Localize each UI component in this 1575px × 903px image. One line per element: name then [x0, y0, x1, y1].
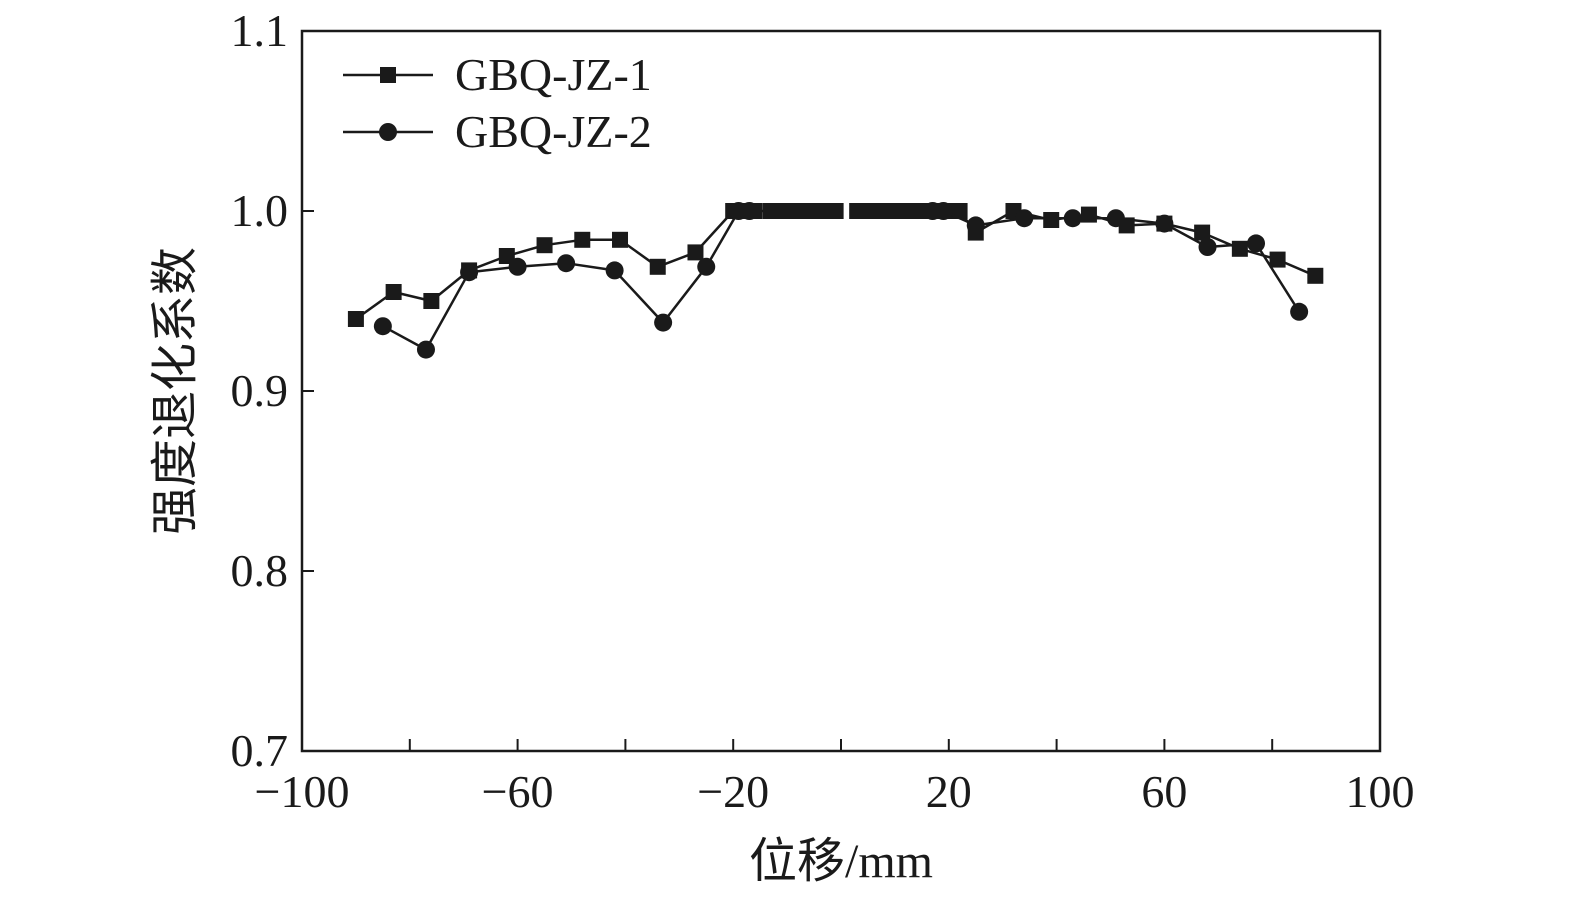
data-point [508, 257, 527, 276]
data-point [460, 263, 479, 282]
data-point [347, 311, 364, 327]
legend: GBQ-JZ-1 GBQ-JZ-2 [343, 49, 652, 157]
data-point [649, 258, 666, 275]
data-point [416, 340, 435, 359]
y-tick-label: 1.0 [231, 185, 289, 236]
data-point [1269, 251, 1286, 268]
x-tick-label: 60 [1141, 766, 1187, 817]
data-point [1080, 206, 1097, 223]
data-point [1155, 214, 1174, 233]
series-1 [347, 203, 1324, 327]
data-point [1290, 302, 1309, 321]
data-point [827, 203, 844, 219]
x-tick-label: 100 [1346, 766, 1415, 817]
data-point [934, 202, 953, 220]
data-point [1063, 209, 1082, 228]
x-tick-label: −60 [482, 766, 554, 817]
x-tick-label: −20 [697, 766, 769, 817]
legend-item: GBQ-JZ-2 [343, 106, 652, 157]
data-point [574, 231, 591, 248]
data-point [385, 284, 402, 300]
data-point [966, 216, 985, 235]
x-axis-title: 位移/mm [749, 835, 933, 888]
legend-marker [379, 123, 397, 141]
y-axis-title: 强度退化系数 [149, 247, 202, 535]
data-point [1194, 224, 1211, 241]
legend-label: GBQ-JZ-2 [455, 106, 652, 157]
series-line [932, 209, 1301, 313]
data-point [612, 231, 629, 248]
series-2 [373, 202, 1309, 359]
y-tick-label: 0.7 [231, 725, 289, 776]
data-point [687, 244, 704, 261]
data-point [498, 248, 515, 264]
y-tick-label: 0.8 [231, 545, 289, 596]
y-tick-label: 0.9 [231, 365, 289, 416]
x-tick-label: −100 [255, 766, 350, 817]
series-layer [347, 202, 1324, 359]
legend-label: GBQ-JZ-1 [455, 49, 652, 100]
series-line [382, 209, 750, 351]
data-point [654, 313, 673, 332]
axis-layer: −100 −60 −20 20 60 100 0.7 0.8 0.9 1.0 1.1 [231, 5, 1415, 817]
data-point [557, 254, 576, 273]
y-tick-label: 1.1 [231, 5, 289, 56]
x-tick-label: 20 [926, 766, 972, 817]
data-point [1015, 209, 1034, 228]
legend-marker [380, 67, 396, 83]
data-point [1247, 234, 1266, 253]
data-point [1198, 238, 1217, 256]
data-point [373, 317, 392, 336]
data-point [697, 257, 716, 276]
data-point [951, 203, 968, 219]
data-point [536, 237, 553, 254]
data-point [1106, 209, 1125, 228]
data-point [1307, 267, 1324, 284]
data-point [740, 202, 759, 220]
data-point [423, 293, 440, 309]
data-point [1043, 212, 1060, 228]
data-point [605, 261, 624, 280]
legend-item: GBQ-JZ-1 [343, 49, 652, 100]
